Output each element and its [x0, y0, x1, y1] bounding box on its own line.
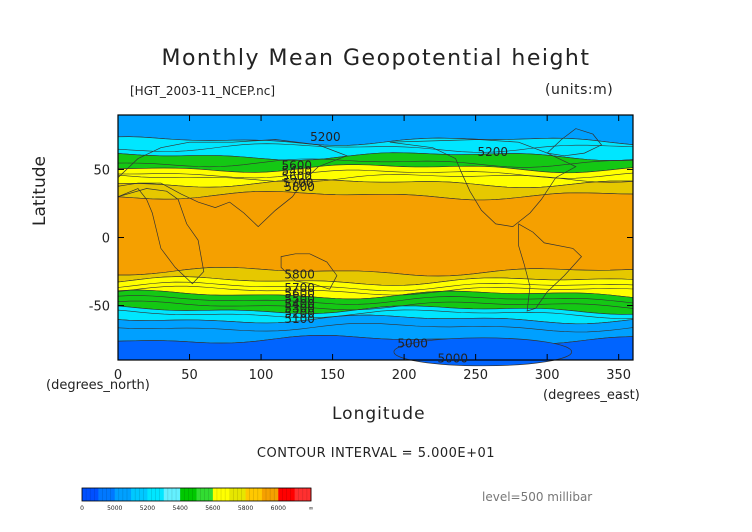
contour-label: 5100 — [284, 312, 315, 326]
y-axis-units: (degrees_north) — [46, 378, 150, 393]
colorbar-frame — [81, 487, 312, 502]
x-tick-label: 300 — [535, 368, 560, 383]
contour-line — [117, 158, 634, 168]
contour-interval: CONTOUR INTERVAL = 5.000E+01 — [256, 446, 496, 461]
contour-line — [117, 285, 634, 296]
coastline — [118, 188, 205, 285]
colorbar-swatch — [229, 488, 246, 501]
colorbar-swatch — [98, 488, 116, 501]
contour-low — [393, 337, 573, 367]
contour-label: 5700 — [284, 281, 315, 295]
contour-line — [117, 281, 634, 292]
colorbar-label: 0 — [80, 505, 84, 512]
contour-label: 5700 — [283, 176, 314, 190]
contour-line — [117, 169, 634, 179]
contour-line — [117, 323, 634, 333]
colorbar-label: 5800 — [238, 505, 253, 512]
contour-label: 5400 — [284, 297, 315, 311]
colorbar-label: 5000 — [107, 505, 122, 512]
colorbar-swatch — [294, 488, 312, 501]
chart-title: Monthly Mean Geopotential height — [161, 46, 591, 71]
x-tick-label: 100 — [249, 368, 274, 383]
x-tick-label: 150 — [320, 368, 345, 383]
y-tick-label: 50 — [93, 163, 110, 178]
contour-label: 5000 — [437, 352, 468, 366]
colorbar-swatch — [82, 488, 99, 501]
x-tick-label: 250 — [463, 368, 488, 383]
contour-band — [117, 190, 634, 277]
colorbar-swatch — [261, 488, 279, 501]
x-axis-units: (degrees_east) — [543, 388, 640, 403]
coastline — [518, 223, 582, 312]
colorbar-label: 6000 — [271, 505, 286, 512]
contour-label: 5800 — [284, 267, 315, 281]
y-tick-label: -50 — [89, 300, 110, 315]
contour-label: 5000 — [397, 337, 428, 351]
colorbar-swatch — [278, 488, 296, 501]
contour-line — [117, 309, 634, 319]
x-tick-label: 50 — [181, 368, 198, 383]
x-tick-label: 0 — [114, 368, 122, 383]
contour-label: 5600 — [284, 286, 315, 300]
colorbar-label: 5400 — [173, 505, 188, 512]
colorbar-swatch — [163, 488, 181, 501]
coastline — [280, 253, 338, 290]
contour-line — [117, 174, 634, 183]
contour-label: 5600 — [282, 158, 313, 172]
contour-label: 5800 — [284, 180, 315, 194]
contour-label: 5400 — [282, 164, 313, 178]
file-label: [HGT_2003-11_NCEP.nc] — [130, 84, 276, 98]
coastline — [118, 139, 348, 228]
contour-label: 5200 — [478, 145, 509, 159]
x-tick-label: 200 — [392, 368, 417, 383]
colorbar-swatch — [131, 488, 148, 501]
y-tick-label: 0 — [102, 232, 110, 247]
colorbar-swatch — [212, 488, 230, 501]
level-label: level=500 millibar — [482, 490, 593, 504]
contour-label: 5500 — [284, 292, 315, 306]
units-label: (units:m) — [545, 82, 614, 98]
colorbar-label: 5600 — [205, 505, 220, 512]
contour-line — [117, 295, 634, 305]
colorbar-swatch — [196, 488, 214, 501]
colorbar-swatch — [147, 488, 165, 501]
colorbar-swatch — [245, 488, 263, 501]
coastline — [546, 128, 603, 157]
colorbar-swatch — [114, 488, 132, 501]
contour-line — [117, 300, 634, 311]
contour-label: 5300 — [284, 301, 315, 315]
contour-label: 5600 — [282, 169, 313, 183]
x-tick-label: 350 — [606, 368, 631, 383]
colorbar-swatch — [180, 488, 197, 501]
contour-line — [117, 143, 634, 153]
coastline — [389, 139, 577, 227]
colorbar-label: ∞ — [309, 505, 314, 512]
x-axis-label: Longitude — [332, 404, 426, 424]
contour-label: 5200 — [310, 130, 341, 144]
contour-label: 5200 — [284, 307, 315, 321]
colorbar-label: 5200 — [140, 505, 155, 512]
